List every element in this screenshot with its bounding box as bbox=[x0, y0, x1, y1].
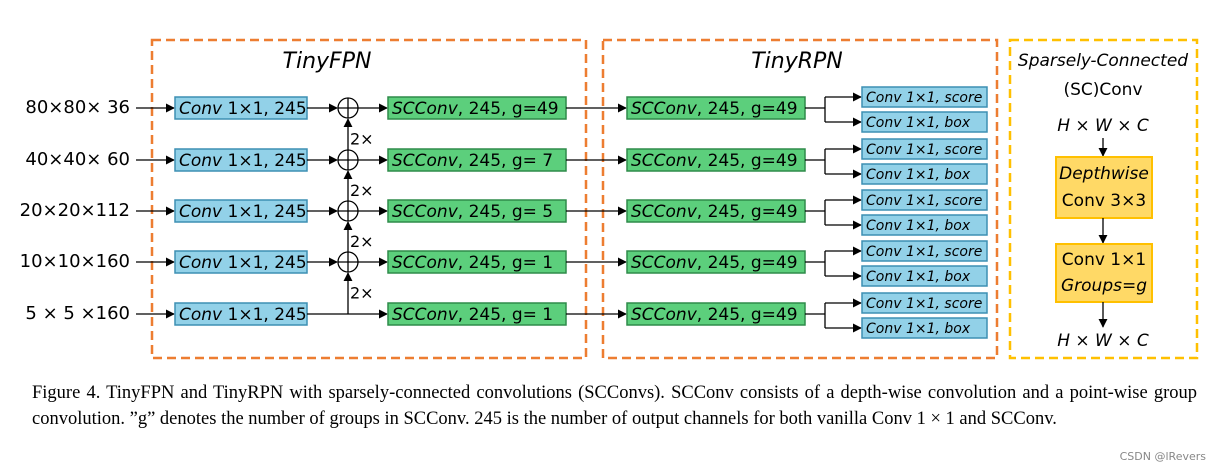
label-args: 1×1, 245 bbox=[222, 151, 307, 171]
sc-input: H × W × C bbox=[1057, 116, 1149, 136]
box-label: Groups=g bbox=[1061, 276, 1147, 296]
head-label: Conv 1×1, box bbox=[866, 218, 971, 234]
head-box bbox=[861, 163, 988, 185]
watermark: CSDN @lRevers bbox=[1119, 450, 1206, 463]
scconv-box-label: SCConv, 245, g=49 bbox=[631, 305, 798, 325]
head-box bbox=[861, 240, 988, 262]
head-label: Conv 1×1, score bbox=[866, 244, 982, 260]
head-box bbox=[861, 189, 988, 211]
label-name: SCConv bbox=[392, 202, 459, 222]
head-label: Conv 1×1, box bbox=[866, 269, 971, 285]
label-args: , 245, g=49 bbox=[697, 151, 798, 171]
upsample-label: 2× bbox=[350, 284, 374, 303]
label-args: 1×1, 245 bbox=[222, 253, 307, 273]
conv-box-label: Conv 1×1, 245 bbox=[179, 99, 307, 119]
head-box bbox=[861, 86, 988, 108]
label-name: SCConv bbox=[392, 151, 459, 171]
scconv-box-label: SCConv, 245, g=49 bbox=[631, 99, 798, 119]
input-shape: 10×10×160 bbox=[20, 251, 130, 272]
label-args: , 245, g=49 bbox=[697, 99, 798, 119]
label-name: SCConv bbox=[631, 305, 698, 325]
head-label: Conv 1×1, box bbox=[866, 321, 971, 337]
box-label: Conv 3×3 bbox=[1062, 191, 1146, 211]
scconv-box-label: SCConv, 245, g=49 bbox=[631, 253, 798, 273]
rpn-title: TinyRPN bbox=[751, 49, 843, 74]
upsample-label: 2× bbox=[350, 130, 374, 149]
sc-title: Sparsely-Connected bbox=[1018, 51, 1188, 71]
label-name: SCConv bbox=[392, 253, 459, 273]
head-label: Conv 1×1, box bbox=[866, 115, 971, 131]
label-name: Conv bbox=[179, 151, 223, 171]
box-label: Depthwise bbox=[1059, 164, 1149, 184]
label-name: Conv bbox=[179, 305, 223, 325]
scconv-box-label: SCConv, 245, g=49 bbox=[631, 151, 798, 171]
fpn-frame bbox=[150, 38, 588, 360]
sc-title: (SC)Conv bbox=[1063, 80, 1142, 100]
label-args: , 245, g= 7 bbox=[458, 151, 553, 171]
label-args: 1×1, 245 bbox=[222, 99, 307, 119]
scconv-box-label: SCConv, 245, g= 1 bbox=[392, 253, 553, 273]
scconv-box-label: SCConv, 245, g= 1 bbox=[392, 305, 553, 325]
head-label: Conv 1×1, score bbox=[866, 193, 982, 209]
label-args: , 245, g=49 bbox=[697, 202, 798, 222]
head-box bbox=[861, 317, 988, 339]
label-args: 1×1, 245 bbox=[222, 305, 307, 325]
label-name: Conv bbox=[179, 202, 223, 222]
conv-box-label: Conv 1×1, 245 bbox=[179, 202, 307, 222]
scconv-box-label: SCConv, 245, g=49 bbox=[631, 202, 798, 222]
caption: Figure 4. TinyFPN and TinyRPN with spars… bbox=[32, 383, 1197, 429]
sc-output: H × W × C bbox=[1057, 331, 1149, 351]
conv-box-label: Conv 1×1, 245 bbox=[179, 253, 307, 273]
scconv-box-label: SCConv, 245, g=49 bbox=[392, 99, 559, 119]
fpn-title: TinyFPN bbox=[283, 49, 372, 74]
head-box bbox=[861, 214, 988, 236]
diagram: TinyFPN TinyRPN Sparsely-Connected (SC)C… bbox=[20, 38, 1199, 360]
label-name: SCConv bbox=[392, 99, 459, 119]
upsample-label: 2× bbox=[350, 232, 374, 251]
rpn-frame bbox=[601, 38, 999, 360]
label-args: , 245, g= 1 bbox=[458, 253, 553, 273]
label-name: SCConv bbox=[631, 99, 698, 119]
label-name: SCConv bbox=[631, 151, 698, 171]
box-label: Conv 1×1 bbox=[1062, 250, 1146, 270]
label-name: SCConv bbox=[631, 253, 698, 273]
label-args: 1×1, 245 bbox=[222, 202, 307, 222]
head-box bbox=[861, 292, 988, 314]
head-label: Conv 1×1, box bbox=[866, 167, 971, 183]
scconv-box-label: SCConv, 245, g= 7 bbox=[392, 151, 553, 171]
label-name: SCConv bbox=[631, 202, 698, 222]
label-args: , 245, g= 5 bbox=[458, 202, 553, 222]
upsample-label: 2× bbox=[350, 181, 374, 200]
label-args: , 245, g=49 bbox=[697, 305, 798, 325]
label-name: Conv bbox=[179, 99, 223, 119]
conv-box-label: Conv 1×1, 245 bbox=[179, 151, 307, 171]
label-name: SCConv bbox=[392, 305, 459, 325]
depthwise-box bbox=[1055, 156, 1153, 219]
conv-box-label: Conv 1×1, 245 bbox=[179, 305, 307, 325]
head-label: Conv 1×1, score bbox=[866, 142, 982, 158]
label-name: Conv bbox=[179, 253, 223, 273]
input-shape: 80×80× 36 bbox=[25, 97, 130, 118]
group-box bbox=[1055, 243, 1153, 303]
head-box bbox=[861, 265, 988, 287]
label-args: , 245, g=49 bbox=[458, 99, 559, 119]
head-box bbox=[861, 111, 988, 133]
input-shape: 5 × 5 ×160 bbox=[25, 303, 130, 324]
head-label: Conv 1×1, score bbox=[866, 296, 982, 312]
head-box bbox=[861, 138, 988, 160]
label-args: , 245, g= 1 bbox=[458, 305, 553, 325]
label-args: , 245, g=49 bbox=[697, 253, 798, 273]
input-shape: 40×40× 60 bbox=[25, 149, 130, 170]
scconv-box-label: SCConv, 245, g= 5 bbox=[392, 202, 553, 222]
input-shape: 20×20×112 bbox=[20, 200, 130, 221]
head-label: Conv 1×1, score bbox=[866, 90, 982, 106]
